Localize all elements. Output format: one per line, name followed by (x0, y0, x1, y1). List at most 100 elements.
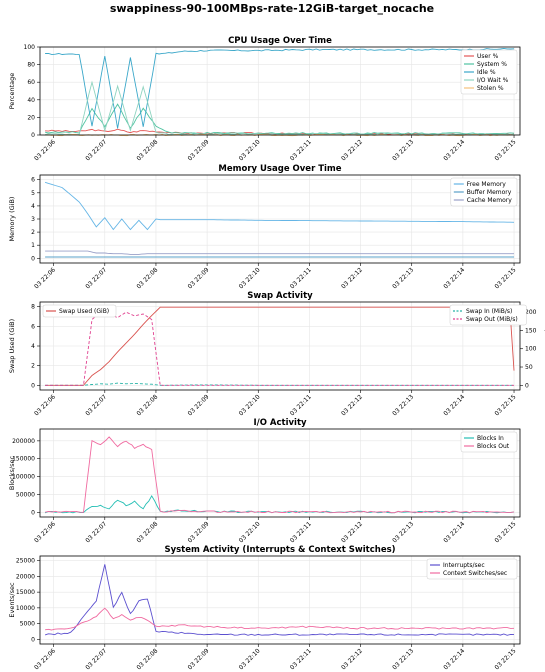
chart-title: System Activity (Interrupts & Context Sw… (164, 545, 395, 555)
x-tick-label: 03 22:11 (289, 266, 313, 290)
y-tick-label: 20000 (16, 573, 35, 580)
x-tick-label: 03 22:08 (135, 393, 159, 417)
y-tick-label: 6 (31, 323, 35, 330)
x-tick-label: 03 22:14 (442, 138, 466, 162)
x-tick-label: 03 22:13 (391, 520, 415, 544)
x-tick-label: 03 22:14 (442, 647, 466, 671)
plot-frame (39, 174, 521, 264)
series-line-idle- (45, 47, 515, 129)
series-line-free-memory (44, 181, 515, 231)
x-tick-label: 03 22:12 (340, 393, 364, 417)
plot-frame (39, 428, 521, 518)
plot-frame (39, 301, 521, 391)
x-tick-label: 03 22:12 (340, 520, 364, 544)
series-line-swap-in-mib-s- (45, 382, 514, 386)
chart-title: Swap Activity (247, 291, 313, 301)
x-tick-label: 03 22:14 (442, 520, 466, 544)
x-tick-label: 03 22:07 (84, 647, 108, 671)
legend-label: Stolen % (477, 85, 504, 92)
x-tick-label: 03 22:15 (494, 138, 518, 162)
legend-label: Context Switches/sec (443, 570, 507, 577)
chart-title: I/O Activity (253, 418, 307, 428)
x-tick-label: 03 22:09 (187, 138, 211, 162)
x-tick-label: 03 22:15 (494, 647, 518, 671)
y-axis-label: Blocks/sec (8, 456, 16, 491)
chart-panel-2: Memory Usage Over Time 0 1 2 3 4 5 6 03 22:06 03 … (8, 164, 521, 290)
y-tick-label: 60 (27, 79, 35, 86)
x-tick-label: 03 22:08 (135, 138, 159, 162)
legend-box (449, 304, 527, 326)
y-tick-label: 1 (31, 242, 35, 249)
chart-title: Memory Usage Over Time (218, 164, 341, 174)
x-tick-label: 03 22:08 (135, 647, 159, 671)
series-line-blocks-out (44, 436, 515, 514)
series-line-cache-memory (45, 250, 514, 255)
x-tick-label: 03 22:13 (391, 647, 415, 671)
plot-frame (39, 46, 521, 136)
y-tick-label: 150000 (12, 456, 35, 463)
chart-panel-4: I/O Activity 0 50000 100000 150000 200000 03 2… (8, 418, 521, 544)
x-tick-label: 03 22:12 (340, 647, 364, 671)
legend-label: Interrupts/sec (443, 562, 485, 569)
legend-label: Swap Used (GiB) (59, 308, 109, 315)
legend-label: Swap In (MiB/s) (466, 308, 512, 315)
legend-box (450, 177, 518, 207)
chart-panel-5: System Activity (Interrupts & Context Sw… (8, 545, 521, 671)
legend-label: Swap Out (MiB/s) (466, 316, 518, 323)
legend-label: Cache Memory (467, 197, 512, 204)
x-tick-label: 03 22:10 (238, 266, 262, 290)
x-tick-label: 03 22:06 (33, 266, 57, 290)
x-tick-label: 03 22:12 (340, 138, 364, 162)
y-tick-label: 100 (24, 44, 36, 51)
x-tick-label: 03 22:15 (494, 393, 518, 417)
x-tick-label: 03 22:11 (289, 138, 313, 162)
x-tick-label: 03 22:07 (84, 393, 108, 417)
y-tick-label: 3 (31, 216, 35, 223)
x-tick-label: 03 22:08 (135, 266, 159, 290)
series-line-blocks-in (44, 494, 515, 514)
legend-label: System % (477, 61, 507, 68)
y-tick-label: 25000 (16, 558, 35, 565)
legend-label: Blocks In (477, 435, 504, 442)
y-tick-label: 0 (31, 636, 35, 643)
y-tick-label: 10000 (16, 605, 35, 612)
y-right-tick-label: 150 (525, 327, 537, 334)
x-tick-label: 03 22:10 (238, 647, 262, 671)
y-tick-label: 20 (27, 114, 35, 121)
y-tick-label: 4 (31, 343, 35, 350)
series-line-swap-used-gib- (45, 306, 515, 386)
x-tick-label: 03 22:09 (187, 647, 211, 671)
y-tick-label: 6 (31, 177, 35, 184)
series-line-context-switches-sec (45, 607, 515, 631)
legend-box (426, 558, 518, 580)
x-tick-label: 03 22:12 (340, 266, 364, 290)
y-tick-label: 2 (31, 229, 35, 236)
series-line-swap-out-mib-s- (45, 311, 514, 386)
chart-panel-1: CPU Usage Over Time 0 20 40 60 80 100 03 22:06 0… (8, 36, 521, 162)
y-tick-label: 0 (31, 132, 35, 139)
y-right-tick-label: 0 (525, 382, 529, 389)
legend-box (460, 431, 518, 453)
series-line-i-o-wait- (44, 80, 515, 136)
y-tick-label: 4 (31, 203, 35, 210)
legend-label: Free Memory (467, 181, 506, 188)
series-line-interrupts-sec (44, 564, 515, 636)
y-tick-label: 200000 (12, 438, 35, 445)
y-axis-label: Swap Used (GiB) (8, 319, 16, 373)
x-tick-label: 03 22:11 (289, 520, 313, 544)
legend-label: Blocks Out (477, 443, 510, 450)
chart-panel-3: Swap Activity02468050100150200Swap Rate … (8, 291, 545, 417)
x-tick-label: 03 22:07 (84, 266, 108, 290)
x-tick-label: 03 22:15 (494, 266, 518, 290)
x-tick-label: 03 22:07 (84, 138, 108, 162)
x-tick-label: 03 22:14 (442, 266, 466, 290)
x-tick-label: 03 22:06 (33, 647, 57, 671)
y-axis-label: Memory (GiB) (8, 197, 16, 242)
y-tick-label: 0 (31, 382, 35, 389)
y-axis-label: Events/sec (8, 582, 16, 618)
x-tick-label: 03 22:06 (33, 393, 57, 417)
x-tick-label: 03 22:10 (238, 520, 262, 544)
y-tick-label: 15000 (16, 589, 35, 596)
x-tick-label: 03 22:14 (442, 393, 466, 417)
